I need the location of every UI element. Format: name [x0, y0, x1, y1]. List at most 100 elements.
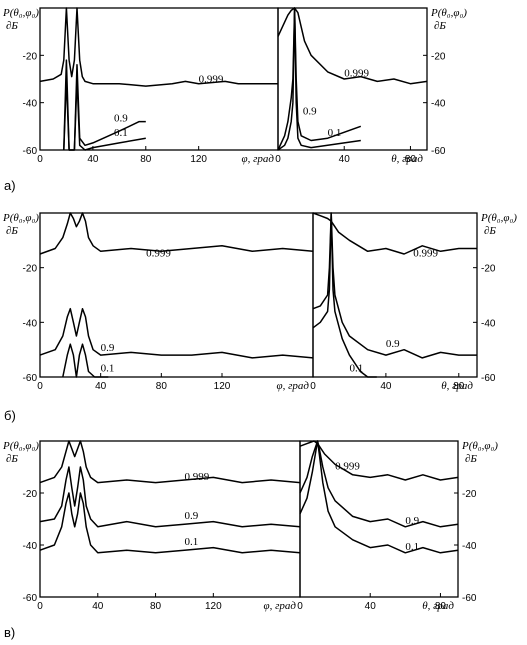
- x-tick-label: 120: [205, 601, 222, 612]
- y-tick-label: -20: [481, 264, 496, 275]
- chart-6: 0 40 80 -20 -40 -60 P(θ₀,φ₀)∂Б θ, град 0.999 0.9 0…: [297, 440, 498, 612]
- series-line-0-999: [312, 212, 477, 255]
- series-line-0-9: [39, 307, 314, 359]
- series-line-0-1: [39, 492, 301, 554]
- curve-label-0-1: 0.1: [184, 536, 198, 548]
- panel-label: а): [4, 178, 16, 193]
- y-tick-label: -40: [462, 541, 477, 552]
- y-tick-label: -60: [23, 593, 38, 604]
- plot-frame: [277, 7, 428, 151]
- y-tick-label: -40: [431, 99, 446, 110]
- x-tick-label: 80: [140, 154, 152, 165]
- x-axis-label: θ, град: [391, 153, 423, 165]
- y-tick-label: -20: [431, 51, 446, 62]
- plot-frame: [299, 440, 459, 598]
- x-tick-label: 40: [87, 154, 99, 165]
- y-tick-label: -40: [23, 318, 38, 329]
- y-axis-label: P(θ₀,φ₀): [430, 7, 467, 19]
- y-axis-label: P(θ₀,φ₀): [480, 212, 517, 224]
- y-axis-unit: ∂Б: [465, 453, 477, 465]
- curve-label-0-9: 0.9: [405, 515, 419, 527]
- series-line-0-1: [63, 78, 146, 151]
- x-tick-label: 40: [95, 381, 107, 392]
- series-line-0-9: [299, 440, 459, 528]
- y-tick-label: -40: [481, 318, 496, 329]
- chart-1: 0 40 80 120 -20 -40 -60 P(θ₀,φ₀)∂Б φ, град 0.999 0…: [2, 7, 279, 193]
- x-axis-label: φ, град: [264, 600, 297, 612]
- curve-label-0-1: 0.1: [349, 363, 363, 375]
- x-tick-label: 0: [275, 154, 281, 165]
- x-tick-label: 40: [92, 601, 104, 612]
- curve-label-0-999: 0.999: [413, 248, 438, 260]
- curve-label-0-9: 0.9: [101, 342, 115, 354]
- y-tick-label: -60: [431, 146, 446, 157]
- y-axis-label: P(θ₀,φ₀): [2, 440, 39, 452]
- x-tick-label: 0: [37, 381, 43, 392]
- y-tick-label: -60: [481, 373, 496, 384]
- y-axis-label: P(θ₀,φ₀): [2, 212, 39, 224]
- y-axis-unit: ∂Б: [484, 225, 496, 237]
- x-tick-label: 0: [297, 601, 303, 612]
- x-tick-label: 0: [37, 601, 43, 612]
- series-line-0-999: [39, 440, 301, 484]
- y-tick-label: -20: [23, 489, 38, 500]
- curve-label-0-9: 0.9: [114, 113, 128, 125]
- plot-frame: [39, 440, 301, 598]
- plot-frame: [312, 212, 478, 378]
- curve-label-0-999: 0.999: [199, 74, 224, 86]
- chart-5: 0 40 80 120 -20 -40 -60 P(θ₀,φ₀)∂Б φ, град 0.999 0…: [2, 440, 301, 640]
- curve-label-0-999: 0.999: [146, 248, 171, 260]
- x-axis-label: θ, град: [422, 600, 454, 612]
- curve-label-0-999: 0.999: [344, 68, 369, 80]
- series-line-0-1: [299, 440, 459, 554]
- y-tick-label: -20: [462, 489, 477, 500]
- series-line-0-1: [312, 212, 377, 378]
- x-tick-label: 40: [365, 601, 377, 612]
- chart-2: 0 40 80 -20 -40 -60 P(θ₀,φ₀)∂Б θ, град 0.999 0.9 0…: [275, 7, 467, 165]
- x-tick-label: 120: [214, 381, 231, 392]
- y-axis-unit: ∂Б: [6, 225, 18, 237]
- y-axis-unit: ∂Б: [6, 453, 18, 465]
- y-axis-label: P(θ₀,φ₀): [461, 440, 498, 452]
- curve-label-0-1: 0.1: [328, 127, 342, 139]
- series-line-0-1: [277, 7, 361, 151]
- y-axis-label: P(θ₀,φ₀): [2, 7, 39, 19]
- series-line-0-999: [299, 440, 459, 481]
- x-tick-label: 40: [380, 381, 392, 392]
- x-tick-label: 80: [435, 601, 447, 612]
- chart-3: 0 40 80 120 -20 -40 -60 P(θ₀,φ₀)∂Б φ, град 0.999 0…: [2, 212, 314, 423]
- x-tick-label: 0: [310, 381, 316, 392]
- y-axis-unit: ∂Б: [6, 20, 18, 32]
- y-tick-label: -60: [23, 373, 38, 384]
- x-tick-label: 80: [405, 154, 417, 165]
- plot-frame: [39, 212, 314, 378]
- y-tick-label: -60: [23, 146, 38, 157]
- x-axis-label: θ, град: [441, 380, 473, 392]
- curve-label-0-999: 0.999: [335, 461, 360, 473]
- x-tick-label: 80: [150, 601, 162, 612]
- curve-label-0-9: 0.9: [184, 510, 198, 522]
- series-line-0-9: [312, 212, 477, 359]
- chart-4: 0 40 80 -20 -40 -60 P(θ₀,φ₀)∂Б θ, град 0.999 0.9 0…: [310, 212, 517, 392]
- y-axis-unit: ∂Б: [434, 20, 446, 32]
- curve-label-0-999: 0.999: [184, 471, 209, 483]
- x-tick-label: 0: [37, 154, 43, 165]
- series-line-0-999: [39, 7, 278, 87]
- x-axis-label: φ, град: [242, 153, 275, 165]
- panel-label: в): [4, 625, 15, 640]
- x-tick-label: 120: [190, 154, 207, 165]
- panel-label: б): [4, 408, 16, 423]
- y-tick-label: -40: [23, 541, 38, 552]
- curve-label-0-1: 0.1: [114, 127, 128, 139]
- x-tick-label: 80: [156, 381, 168, 392]
- curve-label-0-9: 0.9: [303, 106, 317, 118]
- series-line-0-999: [277, 7, 428, 85]
- curve-label-0-9: 0.9: [386, 338, 400, 350]
- y-tick-label: -20: [23, 51, 38, 62]
- y-tick-label: -20: [23, 264, 38, 275]
- x-tick-label: 80: [453, 381, 465, 392]
- y-tick-label: -60: [462, 593, 477, 604]
- curve-label-0-1: 0.1: [405, 541, 419, 553]
- x-axis-label: φ, град: [277, 380, 310, 392]
